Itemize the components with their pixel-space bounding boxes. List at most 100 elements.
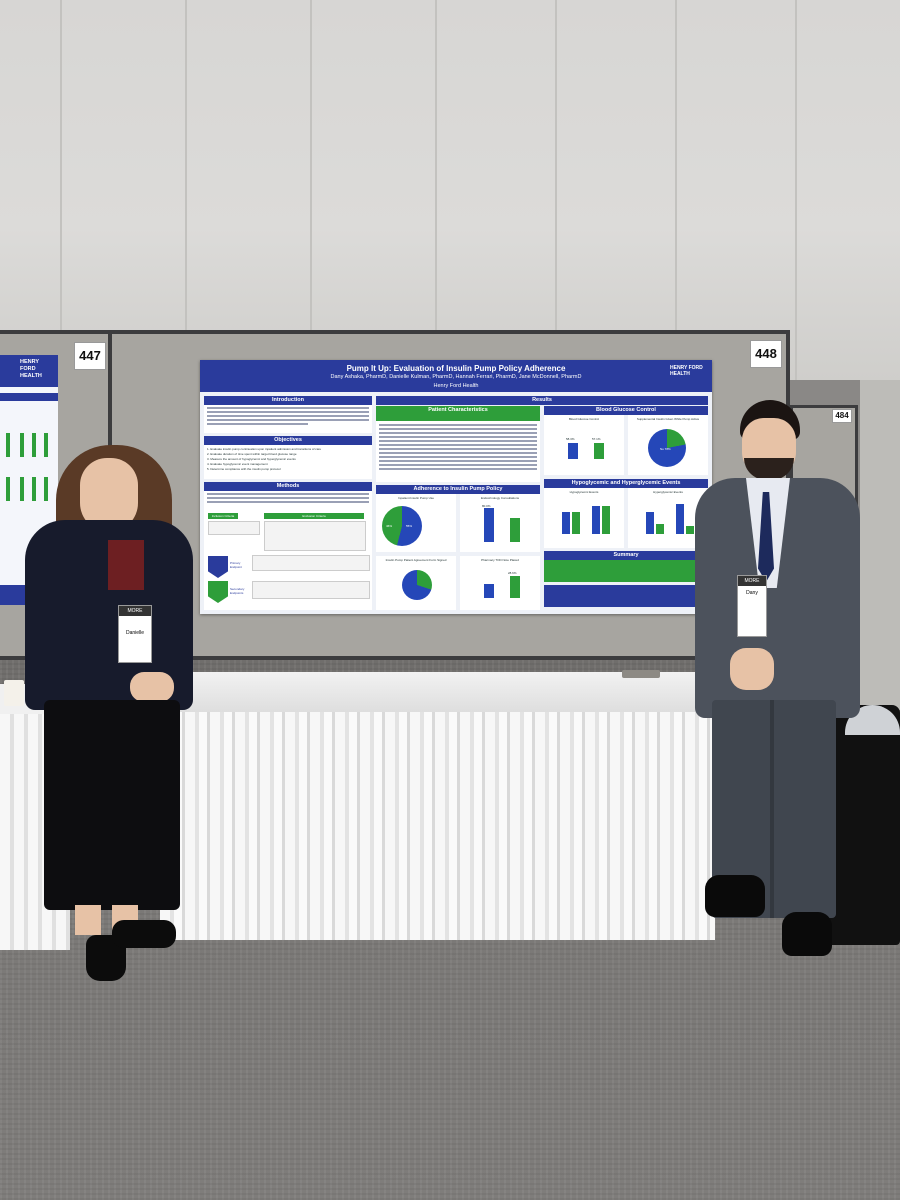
- bar-blue: [562, 512, 570, 534]
- neighbor-bar: [20, 477, 24, 501]
- badge-name: Danielle: [125, 630, 145, 636]
- neighbor-bar: [32, 477, 36, 501]
- objective-item: 1. Evaluate insulin pump continuation up…: [207, 447, 322, 451]
- person-left-pants: [44, 700, 180, 910]
- pie-chart: [402, 570, 432, 600]
- person-right-shoe: [705, 875, 765, 917]
- neighbor-bar: [6, 433, 10, 457]
- bar-blue: [484, 584, 494, 598]
- chart-title: Supplemental Insulin Given While Pump Ac…: [636, 417, 700, 421]
- name-badge-right: MORE Dany: [737, 575, 767, 637]
- neighbor-section-header: [0, 393, 58, 401]
- bar-label: 80.0%: [482, 504, 491, 508]
- poster-institution: Henry Ford Health: [433, 383, 479, 389]
- pie-chart: [648, 429, 686, 467]
- person-left-shoe: [112, 920, 176, 948]
- summary-box-green: [544, 560, 708, 582]
- bar-blue: [592, 506, 600, 534]
- section-hypo-hyper: Hypoglycemic and Hyperglycemic Events: [544, 479, 708, 488]
- person-right-tie: [758, 492, 774, 582]
- person-left-face: [80, 458, 138, 532]
- paper-cup: [4, 680, 24, 706]
- chart-title: Hypoglycemic Events: [569, 490, 599, 494]
- hypoglycemic-events-chart: Hypoglycemic Events: [544, 488, 624, 548]
- side-wall: [860, 380, 900, 710]
- phone: [622, 670, 660, 678]
- neighbor-bar: [44, 477, 48, 501]
- pants-divider: [770, 700, 774, 918]
- bar-blue: [484, 508, 494, 542]
- chart-title: Insulin Pump Patient Agreement Form Sign…: [385, 558, 447, 562]
- poster-authors: Dany Ashaka, PharmD, Danielle Kulman, Ph…: [330, 374, 582, 380]
- wall-seam: [185, 0, 187, 380]
- poster-title: Pump It Up: Evaluation of Insulin Pump P…: [346, 364, 566, 373]
- wall-seam: [435, 0, 437, 380]
- chart-title: Inpatient Insulin Pump Use: [398, 496, 434, 500]
- trash-can: [825, 705, 900, 945]
- person-right-shoe: [782, 912, 832, 956]
- bar-green: [686, 526, 694, 534]
- bar-label: 58.3%: [566, 437, 575, 441]
- neighbor-logo-text: HENRY FORD HEALTH: [20, 359, 42, 379]
- pie-chart: [382, 506, 422, 546]
- pie-label: No 78%: [660, 447, 671, 451]
- henry-ford-logo: HENRY FORD HEALTH: [670, 365, 703, 377]
- objective-item: 4. Evaluate hypoglycemic event managemen…: [207, 462, 268, 466]
- endocrinology-consult-chart: Endocrinology Consultations 80.0%: [460, 494, 540, 552]
- hyperglycemic-events-chart: Hyperglycemic Events: [628, 488, 708, 548]
- supplemental-insulin-chart: Supplemental Insulin Given While Pump Ac…: [628, 415, 708, 475]
- pie-label: 46%: [386, 524, 393, 528]
- objective-item: 5. Determine compliance with the insulin…: [207, 467, 281, 471]
- chart-title: Pharmacy TOD Note Placed: [481, 558, 519, 562]
- person-right-beard: [744, 458, 794, 480]
- secondary-endpoint-arrow: [208, 581, 228, 603]
- bar-green: [572, 512, 580, 534]
- background-wall: [0, 0, 900, 380]
- bar-blue: [568, 443, 578, 459]
- exclusion-label: Exclusion Criteria: [264, 513, 364, 519]
- person-left-hands: [130, 672, 174, 702]
- exclusion-box: [264, 521, 366, 551]
- inclusion-label: Inclusion Criteria: [208, 513, 238, 519]
- objective-item: 3. Measure the amount of hypoglycemic an…: [207, 457, 296, 461]
- board-number-448: 448: [750, 340, 782, 368]
- section-summary: Summary: [544, 551, 708, 560]
- name-badge-left: MORE Danielle: [118, 605, 152, 663]
- badge-conference: MORE: [738, 576, 766, 586]
- wall-seam: [310, 0, 312, 380]
- bar-label: 57.1%: [592, 437, 601, 441]
- section-patient-characteristics: Patient Characteristics: [376, 406, 540, 415]
- section-methods: Methods: [204, 482, 372, 491]
- inclusion-box: [208, 521, 260, 535]
- bar-blue: [646, 512, 654, 534]
- board-number-447: 447: [74, 342, 106, 370]
- board-number-484: 484: [832, 409, 852, 423]
- chart-title: Endocrinology Consultations: [480, 496, 520, 500]
- section-objectives: Objectives: [204, 436, 372, 445]
- table-top: [175, 672, 710, 712]
- wall-seam: [795, 0, 797, 380]
- neighbor-poster-header: HENRY FORD HEALTH: [0, 355, 58, 387]
- section-results: Results: [376, 396, 708, 405]
- introduction-text: [204, 405, 372, 433]
- objective-item: 2. Evaluate duration of time spent withi…: [207, 452, 297, 456]
- section-adherence: Adherence to Insulin Pump Policy: [376, 485, 540, 494]
- bar-green: [602, 506, 610, 534]
- objectives-text: 1. Evaluate insulin pump continuation up…: [204, 445, 372, 479]
- person-right-hands: [730, 648, 774, 690]
- neighbor-bar: [20, 433, 24, 457]
- table-header-row: [376, 415, 540, 421]
- inpatient-pump-use-chart: Inpatient Insulin Pump Use 46% 55%: [376, 494, 456, 552]
- badge-conference: MORE: [119, 606, 151, 616]
- neighbor-bar: [44, 433, 48, 457]
- bar-blue: [676, 504, 684, 534]
- primary-endpoint-arrow: [208, 556, 228, 578]
- research-poster: Pump It Up: Evaluation of Insulin Pump P…: [200, 360, 712, 614]
- pharmacy-tod-chart: Pharmacy TOD Note Placed 28.6%: [460, 556, 540, 610]
- methods-body: Inclusion Criteria Exclusion Criteria Pr…: [204, 491, 372, 610]
- bar-green: [510, 518, 520, 542]
- pie-label: 55%: [406, 524, 413, 528]
- patient-characteristics-table: [376, 415, 540, 482]
- chart-title: Blood Glucose Control: [568, 417, 600, 421]
- chart-title: Hyperglycemic Events: [653, 490, 683, 494]
